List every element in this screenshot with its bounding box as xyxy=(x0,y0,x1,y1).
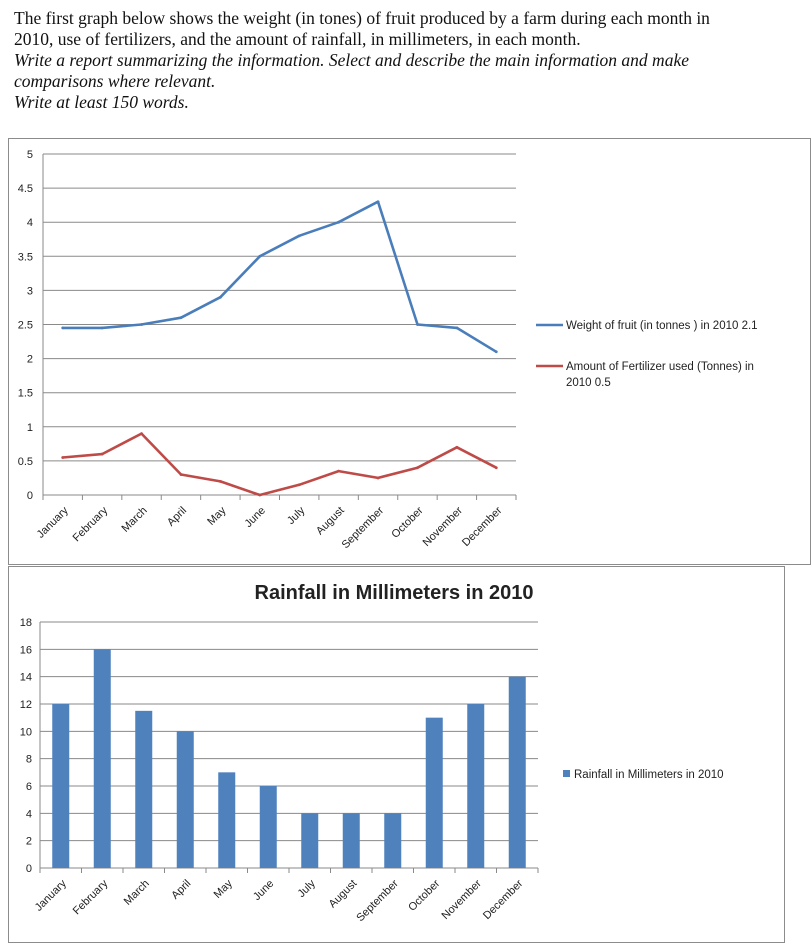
data-point xyxy=(297,483,301,487)
x-tick-label: June xyxy=(251,878,276,903)
y-tick-label: 0.5 xyxy=(18,456,33,468)
data-point xyxy=(258,493,262,497)
x-tick-label: June xyxy=(243,505,268,530)
x-tick-label: July xyxy=(296,877,319,900)
bar xyxy=(52,704,70,868)
y-tick-label: 14 xyxy=(20,672,32,684)
data-point xyxy=(100,326,104,330)
y-tick-label: 3 xyxy=(27,285,33,297)
y-tick-label: 16 xyxy=(20,644,32,656)
y-tick-label: 2 xyxy=(26,836,32,848)
x-tick-label: February xyxy=(71,877,111,917)
legend-label: Rainfall in Millimeters in 2010 xyxy=(574,769,724,781)
x-tick-label: January xyxy=(35,504,72,541)
prompt-line-2: 2010, use of fertilizers, and the amount… xyxy=(14,29,581,49)
legend-swatch xyxy=(563,770,570,777)
prompt-line-1: The first graph below shows the weight (… xyxy=(14,8,710,28)
data-point xyxy=(376,200,380,204)
data-point xyxy=(376,476,380,480)
bar xyxy=(301,813,319,868)
x-tick-label: November xyxy=(440,877,485,922)
x-tick-label: December xyxy=(460,504,505,549)
x-tick-label: December xyxy=(481,877,526,922)
rainfall-chart-panel: Rainfall in Millimeters in 2010 0 2 4 6 8 10 12… xyxy=(8,566,785,943)
y-tick-label: 1 xyxy=(27,422,33,434)
data-point xyxy=(140,323,143,326)
bar xyxy=(467,704,485,868)
prompt-line-4: comparisons where relevant. xyxy=(14,71,216,91)
prompt-line-3: Write a report summarizing the informati… xyxy=(14,50,689,70)
chart-title: Rainfall in Millimeters in 2010 xyxy=(255,582,534,604)
data-point xyxy=(179,473,183,476)
data-point xyxy=(61,456,65,459)
fruit-fertilizer-chart-panel: 0 0.5 1 1.5 2 2.5 3 3.5 4 4.5 5 January February Marc… xyxy=(8,138,811,565)
x-tick-label: October xyxy=(406,877,442,913)
x-tick-label: May xyxy=(205,504,229,528)
x-tick-label: July xyxy=(285,504,308,527)
y-tick-label: 0 xyxy=(26,863,32,875)
x-tick-label: February xyxy=(71,504,111,544)
data-point xyxy=(337,469,341,473)
data-point xyxy=(179,316,183,320)
y-tick-label: 12 xyxy=(20,699,32,711)
y-tick-label: 5 xyxy=(27,149,33,161)
data-point xyxy=(297,234,301,238)
x-tick-label: January xyxy=(33,877,70,914)
bar xyxy=(218,772,236,868)
data-point xyxy=(416,466,419,470)
bar xyxy=(425,717,443,868)
data-point xyxy=(258,254,262,258)
x-tick-label: April xyxy=(169,878,193,902)
x-tick-label: October xyxy=(389,504,425,540)
data-point xyxy=(494,466,498,470)
x-tick-label: August xyxy=(314,505,347,538)
y-tick-label: 4 xyxy=(26,808,32,820)
y-tick-label: 4.5 xyxy=(18,183,33,195)
y-tick-label: 4 xyxy=(27,217,33,229)
y-tick-label: 18 xyxy=(20,617,32,629)
bar xyxy=(135,710,153,868)
data-point xyxy=(140,432,143,436)
y-tick-label: 2.5 xyxy=(18,320,33,332)
series-line xyxy=(62,200,497,353)
data-point xyxy=(100,452,104,456)
data-point xyxy=(494,350,498,354)
prompt-line-5: Write at least 150 words. xyxy=(14,92,189,112)
bar xyxy=(342,813,360,868)
x-tick-label: March xyxy=(122,878,152,908)
x-tick-label: November xyxy=(421,504,466,549)
data-point xyxy=(337,220,341,224)
y-tick-label: 2 xyxy=(27,354,33,366)
x-tick-label: September xyxy=(354,877,401,924)
x-tick-label: August xyxy=(327,878,360,911)
data-point xyxy=(218,295,222,299)
bar xyxy=(93,649,111,868)
y-tick-label: 6 xyxy=(26,781,32,793)
series-line xyxy=(62,432,497,497)
data-point xyxy=(61,326,65,330)
x-tick-label: September xyxy=(340,504,387,551)
y-tick-label: 0 xyxy=(27,490,33,502)
y-tick-label: 3.5 xyxy=(18,251,33,263)
data-point xyxy=(218,479,222,483)
rainfall-bar-chart: Rainfall in Millimeters in 2010 0 2 4 6 8 10 12… xyxy=(20,582,724,924)
bar xyxy=(384,813,402,868)
x-tick-label: March xyxy=(120,505,150,535)
legend-label: Amount of Fertilizer used (Tonnes) in 201… xyxy=(566,361,754,389)
bar xyxy=(176,731,194,868)
x-tick-label: May xyxy=(212,877,236,901)
x-tick-label: April xyxy=(165,505,189,529)
data-point xyxy=(455,326,459,330)
bar xyxy=(508,676,526,868)
y-tick-label: 1.5 xyxy=(18,388,33,400)
y-tick-label: 10 xyxy=(20,726,32,738)
task-prompt: The first graph below shows the weight (… xyxy=(14,8,794,113)
y-tick-label: 8 xyxy=(26,754,32,766)
data-point xyxy=(416,323,419,326)
fruit-fertilizer-line-chart: 0 0.5 1 1.5 2 2.5 3 3.5 4 4.5 5 January February Marc… xyxy=(18,149,758,551)
bar xyxy=(259,786,277,868)
data-point xyxy=(455,445,459,449)
legend-label: Weight of fruit (in tonnes ) in 2010 2.1 xyxy=(566,320,758,332)
